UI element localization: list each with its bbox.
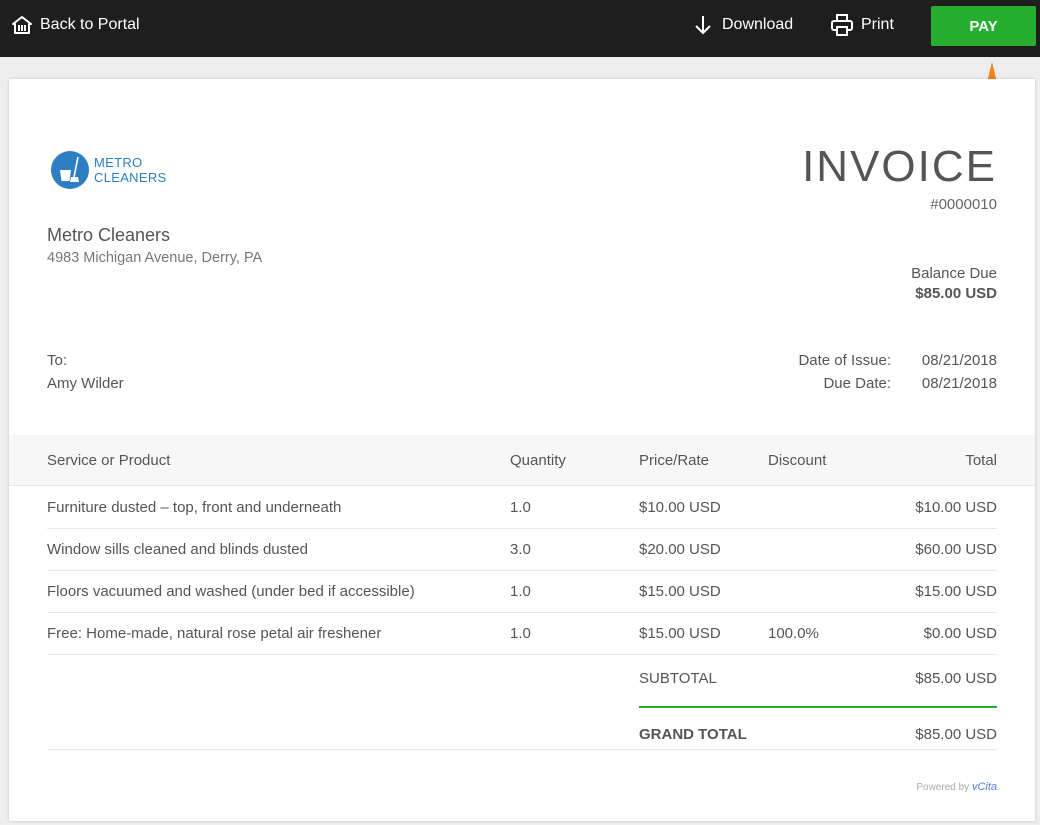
download-link[interactable]: Download bbox=[694, 0, 793, 50]
pay-button[interactable]: PAY bbox=[931, 6, 1036, 46]
invoice-title: INVOICE bbox=[802, 142, 997, 191]
grand-total-value: $85.00 USD bbox=[915, 726, 997, 743]
logo-line-1: METRO bbox=[94, 155, 143, 170]
table-row: Floors vacuumed and washed (under bed if… bbox=[47, 571, 997, 613]
row-total: $60.00 USD bbox=[915, 541, 997, 558]
due-date-value: 08/21/2018 bbox=[921, 375, 997, 392]
row-service: Furniture dusted – top, front and undern… bbox=[47, 499, 342, 516]
header-price: Price/Rate bbox=[639, 452, 710, 469]
row-discount: 100.0% bbox=[768, 625, 819, 642]
business-address: 4983 Michigan Avenue, Derry, PA bbox=[47, 250, 263, 266]
dates-block: Date of Issue: 08/21/2018 Due Date: 08/2… bbox=[771, 352, 997, 398]
row-quantity: 3.0 bbox=[510, 541, 531, 558]
print-label: Print bbox=[861, 16, 894, 33]
row-total: $10.00 USD bbox=[915, 499, 997, 516]
broom-bucket-icon bbox=[51, 151, 89, 189]
row-service: Window sills cleaned and blinds dusted bbox=[47, 541, 308, 558]
header-service: Service or Product bbox=[47, 452, 171, 469]
table-row: Window sills cleaned and blinds dusted 3… bbox=[47, 529, 997, 571]
logo-line-2: CLEANERS bbox=[94, 170, 167, 185]
powered-by-prefix: Powered by bbox=[916, 782, 970, 793]
row-price: $10.00 USD bbox=[639, 499, 721, 516]
issue-date-value: 08/21/2018 bbox=[921, 352, 997, 369]
due-date-label: Due Date: bbox=[823, 375, 891, 392]
bottom-divider bbox=[47, 749, 997, 750]
table-header: Service or Product Quantity Price/Rate D… bbox=[9, 435, 1035, 486]
table-row: Furniture dusted – top, front and undern… bbox=[47, 487, 997, 529]
download-arrow-icon bbox=[694, 15, 712, 35]
bill-to-name: Amy Wilder bbox=[47, 375, 124, 392]
total-divider bbox=[639, 706, 997, 708]
row-price: $15.00 USD bbox=[639, 625, 721, 642]
header-quantity: Quantity bbox=[510, 452, 566, 469]
print-link[interactable]: Print bbox=[831, 0, 894, 50]
invoice-number: #0000010 bbox=[930, 196, 997, 213]
powered-by-brand-link[interactable]: vCita bbox=[971, 781, 997, 793]
subtotal-label: SUBTOTAL bbox=[639, 670, 717, 687]
home-icon bbox=[12, 15, 32, 35]
bill-to-label: To: bbox=[47, 352, 68, 369]
business-name: Metro Cleaners bbox=[47, 225, 171, 245]
grand-total-label: GRAND TOTAL bbox=[639, 726, 747, 743]
top-bar: Back to Portal Download Print PAY bbox=[0, 0, 1040, 57]
company-logo: METRO CLEANERS bbox=[51, 151, 166, 189]
row-quantity: 1.0 bbox=[510, 583, 531, 600]
subtotal-value: $85.00 USD bbox=[915, 670, 997, 687]
logo-text: METRO CLEANERS bbox=[94, 155, 166, 185]
row-service: Free: Home-made, natural rose petal air … bbox=[47, 625, 382, 642]
row-quantity: 1.0 bbox=[510, 625, 531, 642]
row-price: $20.00 USD bbox=[639, 541, 721, 558]
printer-icon bbox=[831, 14, 853, 36]
row-total: $0.00 USD bbox=[923, 625, 997, 642]
balance-due-label: Balance Due bbox=[911, 265, 997, 282]
row-quantity: 1.0 bbox=[510, 499, 531, 516]
issue-date-label: Date of Issue: bbox=[798, 352, 891, 369]
header-discount: Discount bbox=[768, 452, 827, 469]
download-label: Download bbox=[722, 16, 794, 33]
balance-due-amount: $85.00 USD bbox=[915, 285, 997, 302]
row-total: $15.00 USD bbox=[915, 583, 997, 600]
invoice-document: METRO CLEANERS INVOICE #0000010 Metro Cl… bbox=[9, 79, 1035, 821]
powered-by: Powered by vCita bbox=[916, 781, 997, 793]
back-to-portal-label: Back to Portal bbox=[40, 16, 140, 33]
row-service: Floors vacuumed and washed (under bed if… bbox=[47, 583, 415, 600]
back-to-portal-link[interactable]: Back to Portal bbox=[12, 0, 140, 50]
row-price: $15.00 USD bbox=[639, 583, 721, 600]
header-total: Total bbox=[965, 452, 997, 469]
table-row: Free: Home-made, natural rose petal air … bbox=[47, 613, 997, 655]
